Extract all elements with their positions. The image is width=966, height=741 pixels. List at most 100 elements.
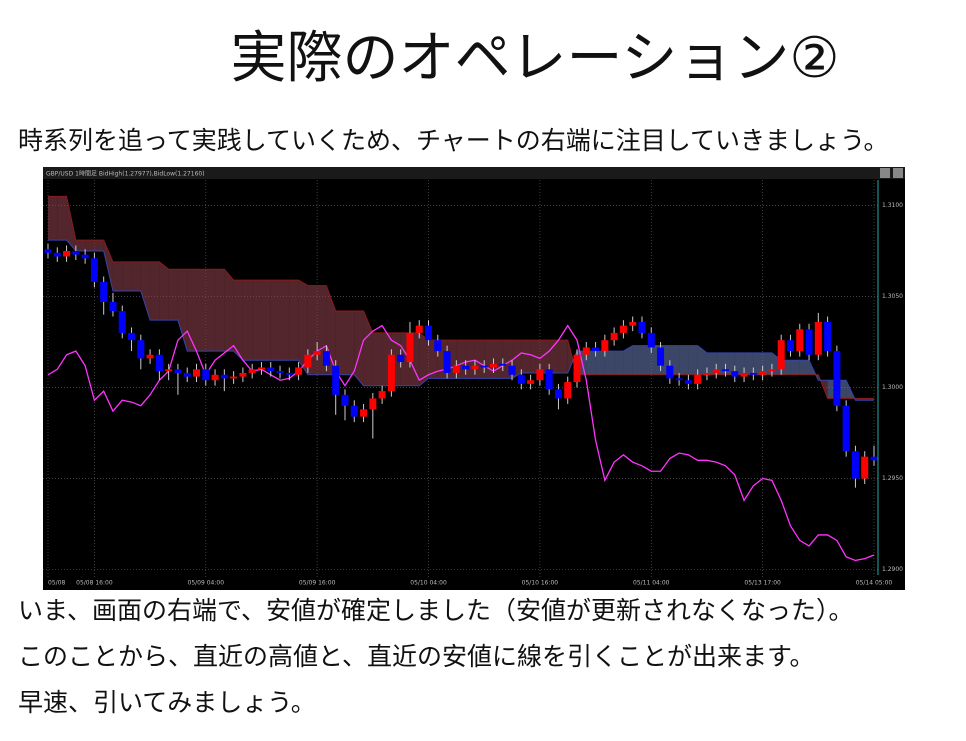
candle-body [861,456,869,479]
candle-body [508,365,516,375]
candle-body [517,374,525,384]
candle-body [694,374,702,384]
candle-body [471,365,479,370]
body-text: 早速、引いてみましょう。 [18,688,316,717]
cloud [168,269,178,321]
candle-body [610,332,618,341]
candle-body [740,372,748,377]
candle-body [72,250,80,255]
candle-body [536,369,544,381]
chart-header-bar [43,167,905,179]
y-tick-label: 1.2950 [882,475,903,482]
cloud [586,351,596,375]
chart-header: GBP/USD 1時間足 BidHigh(1.27977),BidLow(1.2… [46,170,205,178]
cloud [85,240,95,251]
cloud [363,311,373,386]
cloud [641,345,652,375]
cloud [539,340,550,373]
candle-body [666,365,674,379]
candle-body [749,372,757,375]
candle-body [257,367,265,370]
cloud [66,196,76,251]
cloud [112,261,123,292]
cloud [177,269,188,352]
x-tick-label: 05/08 16:00 [76,580,113,587]
cloud [261,280,271,361]
y-tick-label: 1.3100 [882,202,903,209]
x-tick-label: 05/11 04:00 [633,580,670,587]
x-tick-label: 05/10 04:00 [410,580,447,587]
candle-body [592,347,600,352]
candle-body [452,365,460,373]
cloud [48,196,58,241]
cloud [614,351,624,375]
candle-body [619,325,627,333]
cloud [289,280,299,361]
x-tick-label: 05/14 05:00 [856,580,893,587]
candle-body [53,252,61,257]
candle-body [657,347,665,366]
candle-body [183,372,191,377]
candle-body [285,372,293,375]
cloud [205,269,216,352]
candle-body [387,354,395,392]
candle-body [675,378,683,381]
candle-body [629,321,637,326]
candle-body [564,382,572,399]
candle-body [870,456,878,461]
span-a-line [48,239,874,401]
cloud [521,340,531,373]
candle-body [230,376,238,379]
cloud [632,345,642,375]
cloud [280,280,290,361]
cloud [215,269,225,352]
slide-title: 実際のオペレーション② [230,26,839,91]
candle-body [480,365,488,368]
window-button [893,168,903,178]
cloud [465,340,475,379]
intro-text: 時系列を追って実践していくため、チャートの右端に注目していきましょう。 [18,126,889,155]
candle-body [397,354,405,363]
candle-body [462,365,470,370]
candle-body [267,367,275,372]
candle-body [350,405,358,417]
candle-body [805,329,813,355]
candle-body [239,372,247,377]
cloud [558,340,568,373]
candle-body [155,354,163,372]
cloud [474,340,485,379]
candle-body [63,250,71,257]
candle-body [712,369,720,373]
candle-body [684,380,692,384]
candle-body [369,398,377,410]
candle-body [489,363,497,368]
candle-body [378,391,386,399]
candle-body [100,281,108,302]
candle-body [165,369,173,372]
x-tick-label: 05/13 17:00 [744,580,781,587]
candle-body [137,340,145,359]
cloud [623,345,633,375]
y-tick-label: 1.3050 [882,293,903,300]
candle-body [360,409,368,417]
cloud [196,269,206,352]
cloud [753,352,763,375]
candle-body [146,354,154,359]
cloud [679,345,689,375]
candle-body [796,329,804,352]
candle-body [786,340,794,352]
body-text: このことから、直近の高値と、直近の安値に線を引くことが出来ます。 [18,642,815,671]
candle-body [322,351,330,366]
cloud [688,345,698,375]
cloud [419,332,429,386]
y-tick-label: 1.2900 [882,566,903,573]
x-tick-label: 05/10 16:00 [522,580,559,587]
cloud [335,311,345,375]
candle-body [276,371,284,373]
cloud [484,340,494,379]
cloud [595,351,605,375]
cloud [790,360,800,375]
cloud [187,269,197,352]
y-tick-label: 1.3000 [882,384,903,391]
